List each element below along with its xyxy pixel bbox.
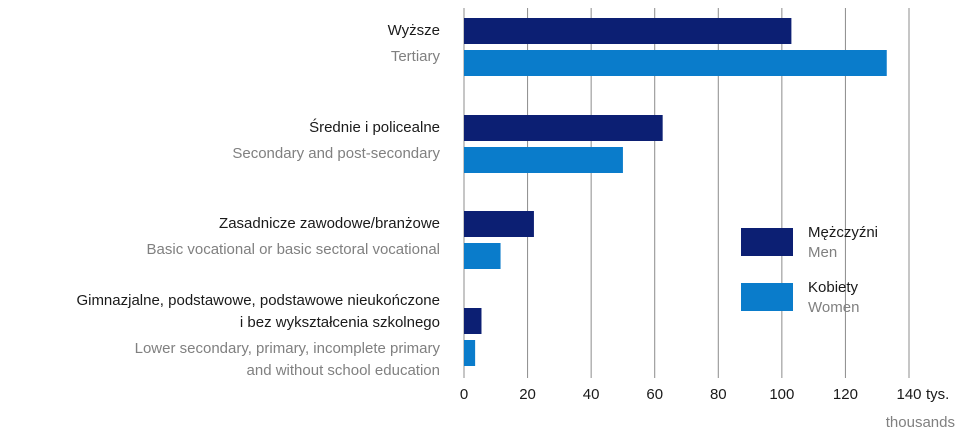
bar [464,18,792,44]
legend-label-en: Men [808,244,837,261]
x-axis-label-en: thousands [886,414,955,429]
legend-label: Kobiety [808,279,859,296]
bar [464,211,534,237]
category-label: Średnie i policealne [309,118,440,136]
legend-label: Mężczyźni [808,224,878,241]
category-label-en: Lower secondary, primary, incomplete pri… [135,340,441,379]
x-tick-label: 120 [833,386,858,403]
legend-swatch [741,228,793,256]
bar [464,243,501,269]
bar [464,308,482,334]
x-tick-label: 140 [896,386,921,403]
x-tick-label: 40 [583,386,600,403]
x-tick-label: 60 [646,386,663,403]
category-label-en: Tertiary [391,48,441,65]
legend-label-en: Women [808,299,859,316]
bar [464,147,623,173]
legend-swatch [741,283,793,311]
x-axis-label: tys. [926,386,949,403]
bar [464,50,887,76]
category-label-en: Basic vocational or basic sectoral vocat… [147,241,440,258]
bar [464,340,476,366]
category-label: Wyższe [388,22,440,39]
category-label: Zasadnicze zawodowe/branżowe [219,215,440,232]
category-label: Gimnazjalne, podstawowe, podstawowe nieu… [76,292,440,331]
bar [464,115,663,141]
category-label-en: Secondary and post-secondary [232,145,440,162]
x-tick-label: 0 [460,386,468,403]
x-tick-label: 80 [710,386,727,403]
x-tick-label: 20 [519,386,536,403]
x-tick-label: 100 [769,386,794,403]
